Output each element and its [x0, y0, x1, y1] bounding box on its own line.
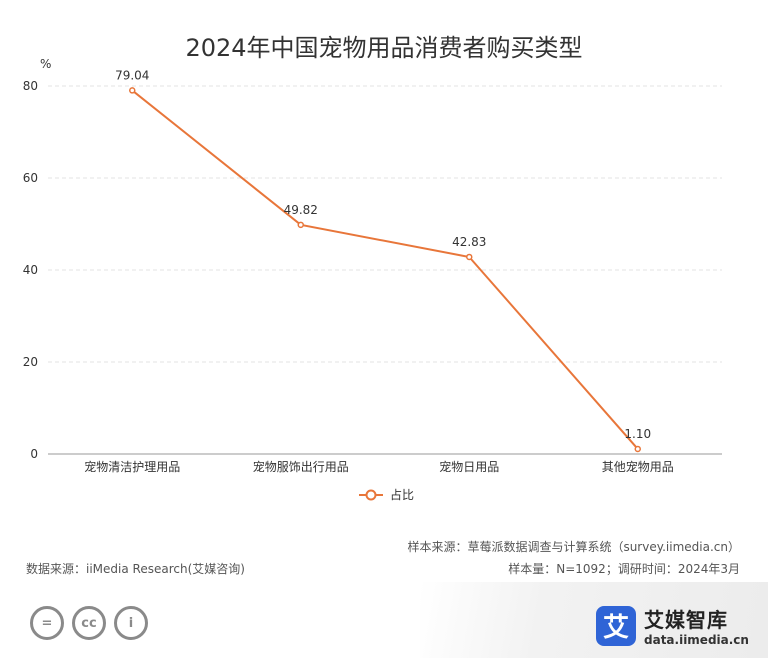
legend-label: 占比 — [390, 488, 415, 502]
sample-source-note: 样本来源：草莓派数据调查与计算系统（survey.iimedia.cn） — [407, 540, 740, 554]
data-point[interactable] — [297, 221, 304, 229]
license-icons: = cc i — [30, 606, 148, 640]
brand-logo: 艾 艾媒智库 data.iimedia.cn — [596, 604, 749, 647]
data-label: 42.83 — [452, 235, 486, 249]
data-label: 49.82 — [284, 203, 318, 217]
brand-mark-icon: 艾 — [596, 605, 636, 646]
data-point[interactable] — [466, 253, 473, 261]
x-tick-label: 宠物服饰出行用品 — [253, 459, 349, 474]
chart-title: 2024年中国宠物用品消费者购买类型 — [185, 34, 583, 62]
brand-name: 艾媒智库 — [644, 608, 728, 632]
x-axis: 宠物清洁护理用品 宠物服饰出行用品 宠物日用品 其他宠物用品 — [84, 459, 674, 474]
y-axis: 0 20 40 60 80 — [23, 79, 38, 461]
grid-lines — [48, 85, 722, 363]
x-tick-label: 宠物清洁护理用品 — [84, 459, 180, 474]
legend-line-marker-icon — [359, 489, 383, 500]
y-tick-label: 60 — [23, 171, 38, 185]
data-source-note: 数据来源：iiMedia Research(艾媒咨询) — [26, 562, 245, 576]
data-label: 1.10 — [624, 427, 651, 441]
y-tick-label: 20 — [23, 355, 38, 369]
x-tick-label: 其他宠物用品 — [602, 459, 674, 474]
y-tick-label: 0 — [30, 447, 38, 461]
data-point[interactable] — [634, 445, 641, 453]
footer-band — [420, 582, 768, 658]
data-point[interactable] — [129, 87, 136, 94]
series-layer: 79.04 49.82 42.83 1.10 — [115, 68, 651, 453]
y-tick-label: 80 — [23, 79, 38, 93]
legend: 占比 — [358, 486, 414, 503]
series-line — [131, 89, 639, 450]
x-tick-label: 宠物日用品 — [439, 459, 499, 474]
cc-icon: cc — [72, 606, 106, 640]
data-label: 79.04 — [115, 68, 149, 82]
sample-info-note: 样本量：N=1092；调研时间：2024年3月 — [508, 562, 740, 576]
person-icon: i — [114, 606, 148, 640]
y-unit-label: % — [40, 57, 51, 71]
brand-url: data.iimedia.cn — [644, 633, 749, 647]
y-tick-label: 40 — [23, 263, 38, 277]
equal-icon: = — [30, 606, 64, 640]
